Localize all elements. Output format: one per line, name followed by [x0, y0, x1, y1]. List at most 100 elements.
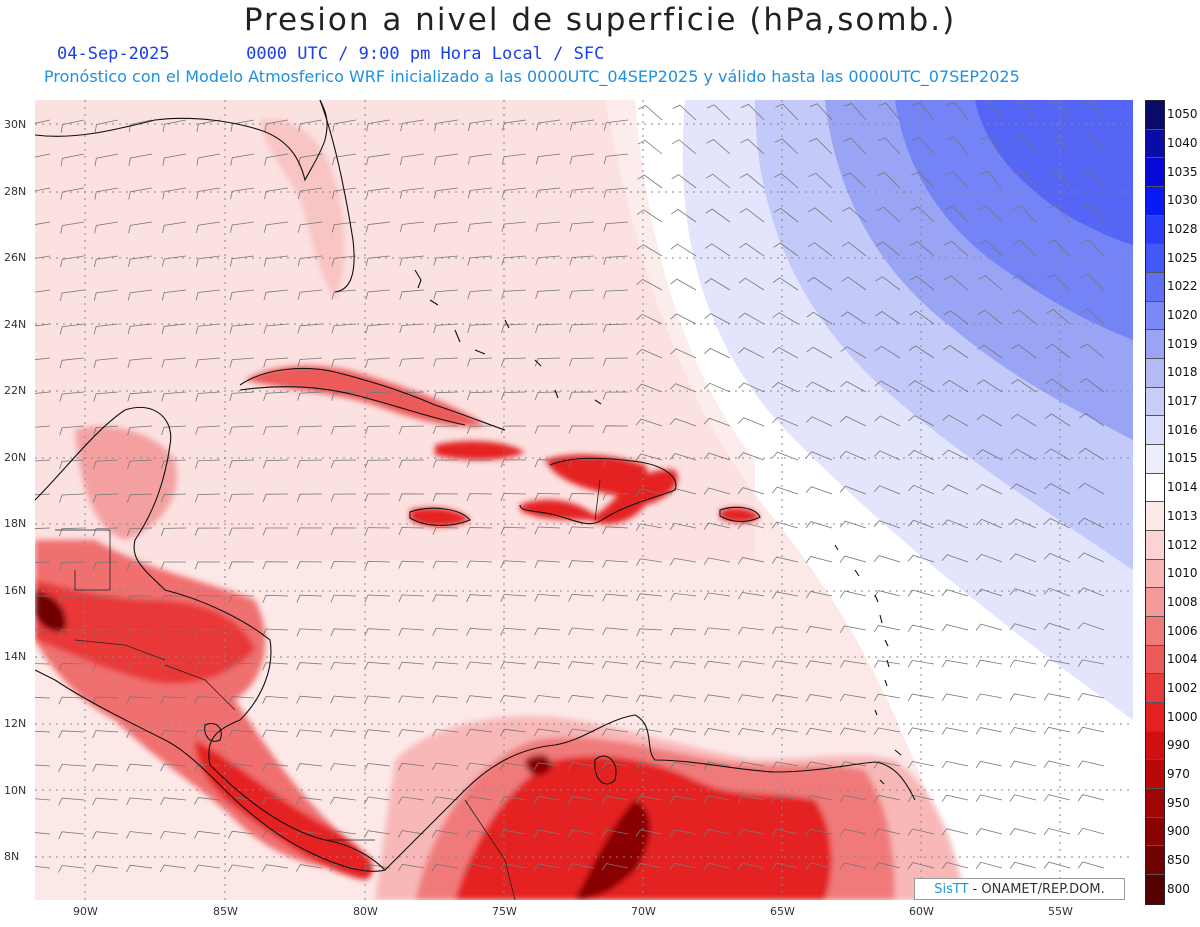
colorbar-swatch — [1146, 473, 1164, 503]
wind-barb — [399, 187, 425, 199]
wind-barb — [877, 137, 901, 155]
wind-barb — [774, 173, 799, 189]
wind-barb — [535, 255, 561, 266]
wind-barb — [499, 863, 527, 871]
wind-barb — [92, 730, 119, 739]
wind-barb — [533, 829, 561, 838]
wind-barb — [94, 255, 119, 268]
wind-barb — [500, 627, 527, 636]
wind-barb — [805, 486, 833, 495]
wind-barb — [805, 727, 833, 736]
wind-barb — [1009, 794, 1037, 802]
wind-barb — [195, 255, 221, 267]
wind-barb — [771, 591, 799, 600]
wind-barb — [296, 729, 323, 738]
wind-barb — [839, 520, 867, 529]
wind-barb — [126, 797, 153, 806]
lat-label: 8N — [4, 850, 20, 863]
wind-barb — [874, 380, 901, 393]
pressure-colorbar — [1145, 100, 1165, 905]
wind-barb — [332, 153, 357, 166]
wind-barb — [432, 594, 459, 603]
wind-barb — [1009, 861, 1037, 869]
wind-barb — [92, 527, 119, 537]
wind-barb — [705, 173, 731, 189]
colorbar-level-label: 1022 — [1167, 279, 1198, 294]
wind-barb — [843, 103, 867, 121]
wind-barb — [534, 593, 561, 602]
wind-barb — [400, 153, 425, 165]
wind-barb — [569, 187, 595, 199]
wind-barb — [601, 795, 629, 804]
wind-barb — [771, 416, 799, 427]
wind-barb — [296, 763, 323, 771]
colorbar-swatch — [1146, 674, 1164, 704]
wind-barb — [669, 383, 697, 393]
lat-label: 16N — [4, 584, 27, 597]
wind-barb — [941, 554, 969, 563]
wind-barb — [805, 556, 833, 564]
wind-barb — [603, 255, 629, 266]
wind-barb — [330, 527, 357, 536]
wind-barb — [1043, 794, 1071, 802]
wind-barb — [978, 275, 1003, 291]
wind-barb — [739, 208, 765, 223]
wind-barb — [162, 119, 187, 133]
wind-barb — [975, 828, 1003, 836]
wind-barb — [567, 795, 595, 804]
wind-barb — [535, 119, 561, 131]
wind-barb — [501, 357, 527, 367]
wind-barb — [1011, 309, 1037, 325]
wind-barb — [228, 662, 255, 671]
wind-barb — [805, 660, 833, 668]
wind-barb — [127, 425, 153, 436]
wind-barb — [1077, 794, 1105, 802]
wind-barb — [1077, 587, 1105, 597]
wind-barb — [195, 357, 221, 368]
wind-barb — [840, 346, 867, 359]
colorbar-level-label: 1013 — [1167, 508, 1198, 523]
wind-barb — [635, 761, 663, 770]
wind-barb — [295, 864, 323, 872]
wind-barb — [229, 289, 255, 301]
wind-barb — [92, 662, 119, 671]
wind-barb — [500, 560, 527, 569]
wind-barb — [60, 221, 85, 234]
wind-barb — [807, 207, 833, 223]
colorbar-level-label: 1010 — [1167, 566, 1198, 581]
wind-barb — [195, 289, 221, 301]
wind-barb — [399, 255, 425, 266]
wind-barb — [364, 729, 391, 737]
wind-barb — [534, 391, 561, 401]
colorbar-level-label: 1004 — [1167, 652, 1198, 667]
wind-barb — [1078, 447, 1105, 461]
wind-barb — [502, 119, 527, 131]
wind-barb — [35, 357, 51, 361]
wind-barb — [162, 221, 187, 234]
wind-barb — [1077, 827, 1105, 835]
wind-barb — [398, 527, 425, 536]
wind-barb — [1044, 448, 1071, 461]
wind-barb — [703, 592, 731, 601]
wind-barb — [635, 728, 663, 736]
wind-barb — [737, 522, 765, 530]
wind-barb — [569, 119, 595, 131]
wind-barb — [35, 221, 51, 225]
wind-barb — [330, 628, 357, 637]
wind-barb — [296, 796, 323, 805]
wind-barb — [365, 187, 391, 199]
wind-barb — [262, 763, 289, 771]
wind-barb — [1009, 518, 1037, 529]
wind-barb — [228, 729, 255, 738]
wind-barb — [637, 139, 663, 155]
wind-barb — [1012, 240, 1037, 257]
wind-barb — [771, 694, 799, 702]
wind-barb — [703, 795, 731, 803]
wind-barb — [941, 760, 969, 769]
wind-barb — [1043, 726, 1071, 735]
wind-barb — [466, 493, 493, 502]
wind-barb — [1077, 659, 1105, 667]
wind-barb — [704, 627, 731, 636]
wind-barb — [230, 119, 255, 132]
wind-barb — [35, 561, 51, 563]
